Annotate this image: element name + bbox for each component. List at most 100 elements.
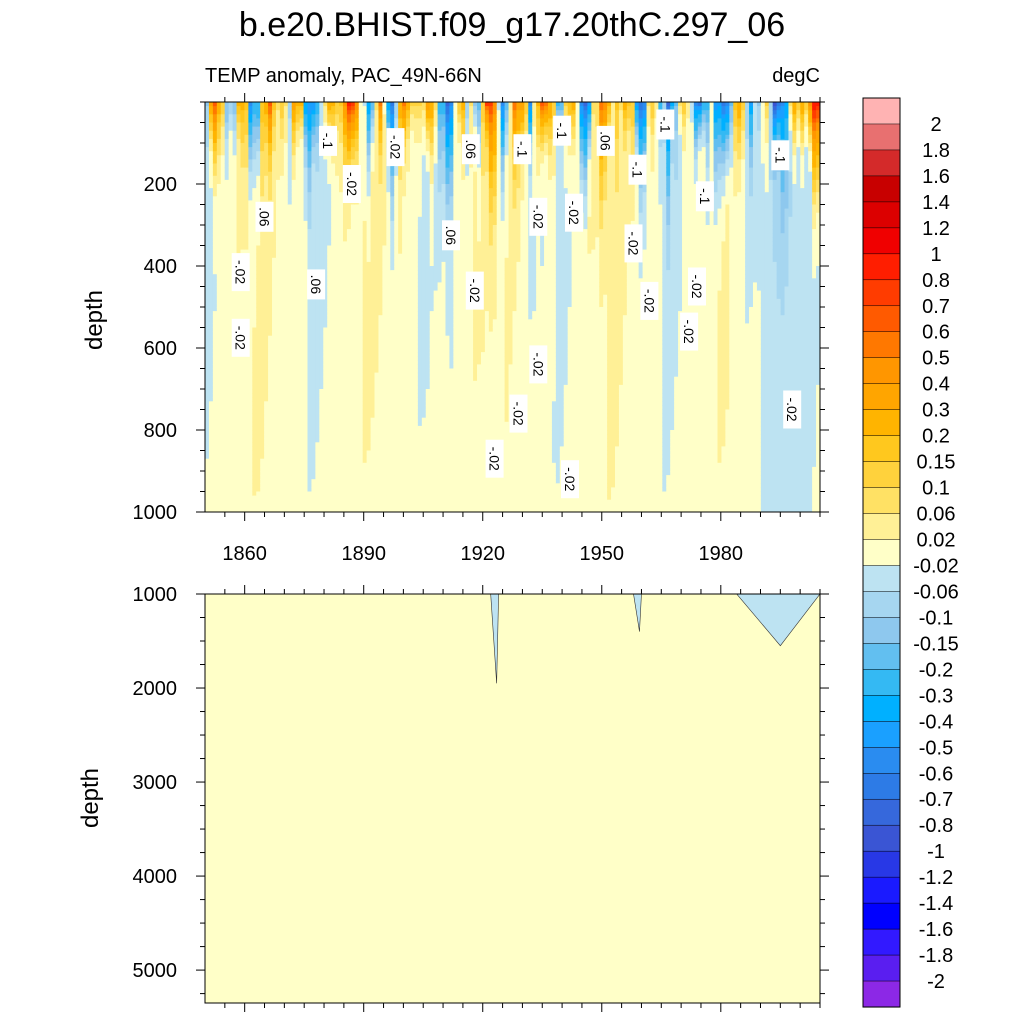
colorbar-level-label: -0.06 bbox=[913, 581, 959, 603]
contour-label: -.02 bbox=[783, 390, 802, 429]
colorbar-swatch bbox=[862, 331, 901, 359]
colorbar-swatch bbox=[862, 201, 901, 229]
colorbar-swatch bbox=[862, 539, 901, 567]
colorbar-level-label: -0.2 bbox=[919, 659, 953, 681]
lower-panel: 1000 2000 3000 4000 5000 depth bbox=[77, 584, 829, 1012]
contour-label: -.02 bbox=[640, 281, 659, 320]
colorbar-level-label: 1.4 bbox=[922, 192, 950, 214]
lower-y-tick-label: 2000 bbox=[133, 678, 178, 700]
colorbar-level-label: 0.8 bbox=[922, 270, 950, 292]
colorbar: 2 1.8 1.6 1.4 1.2 1 0.8 0.7 0.6 0.5 0.4 0.3 0.2 0.15 0… bbox=[862, 97, 959, 1008]
contour-label: -.1 bbox=[628, 154, 647, 185]
contour-label: -.1 bbox=[553, 115, 572, 146]
colorbar-swatch bbox=[862, 305, 901, 333]
colorbar-swatch bbox=[862, 409, 901, 437]
colorbar-level-label: 0.15 bbox=[917, 452, 956, 474]
x-tick-label: 1860 bbox=[222, 543, 267, 565]
contour-label: -.02 bbox=[529, 345, 548, 384]
colorbar-swatch bbox=[862, 954, 901, 982]
upper-y-tick-label: 400 bbox=[144, 256, 177, 278]
chart-title: b.e20.BHIST.f09_g17.20thC.297_06 bbox=[239, 6, 785, 44]
contour-label: -.1 bbox=[695, 181, 714, 212]
lower-panel-frame bbox=[204, 593, 821, 1004]
x-tick-label: 1980 bbox=[699, 543, 744, 565]
deep-anomaly-region bbox=[490, 594, 499, 684]
colorbar-swatch bbox=[862, 669, 901, 696]
colorbar-swatch bbox=[862, 928, 901, 956]
x-tick-label: 1890 bbox=[341, 543, 386, 565]
colorbar-level-label: 1 bbox=[930, 244, 941, 266]
contour-label: -.02 bbox=[624, 224, 643, 263]
colorbar-level-label: -1 bbox=[927, 841, 945, 863]
contour-label: -.02 bbox=[688, 267, 706, 306]
contour-label: -.02 bbox=[485, 439, 504, 478]
colorbar-level-label: 0.5 bbox=[922, 348, 950, 370]
colorbar-level-label: 0.6 bbox=[922, 322, 950, 344]
upper-y-axis-label: depth bbox=[81, 290, 108, 350]
colorbar-level-label: 0.2 bbox=[922, 426, 950, 448]
colorbar-swatch bbox=[862, 435, 901, 463]
colorbar-swatch bbox=[862, 591, 901, 618]
colorbar-level-label: 1.2 bbox=[922, 218, 950, 240]
colorbar-swatch bbox=[862, 824, 901, 852]
colorbar-swatch bbox=[862, 773, 901, 800]
colorbar-level-label: -1.4 bbox=[919, 893, 953, 915]
upper-panel: 200 400 600 800 1000 depth bbox=[81, 93, 829, 524]
contour-label: .06 bbox=[442, 220, 460, 251]
colorbar-swatch bbox=[862, 721, 901, 748]
colorbar-level-label: -1.6 bbox=[919, 919, 953, 941]
colorbar-level-label: -2 bbox=[927, 971, 945, 993]
colorbar-swatch bbox=[862, 798, 901, 826]
colorbar-swatch bbox=[862, 97, 901, 125]
contour-label: -.02 bbox=[509, 394, 528, 433]
colorbar-swatch bbox=[862, 643, 901, 670]
colorbar-swatch bbox=[862, 980, 901, 1008]
colorbar-level-label: -0.4 bbox=[919, 711, 953, 733]
colorbar-swatch bbox=[862, 175, 901, 203]
lower-y-tick-label: 4000 bbox=[133, 866, 178, 888]
contour-label: -.02 bbox=[680, 312, 699, 351]
variable-label: TEMP anomaly, PAC_49N-66N bbox=[205, 65, 482, 87]
colorbar-swatch bbox=[862, 902, 901, 930]
colorbar-level-label: 0.06 bbox=[917, 504, 956, 526]
colorbar-level-label: -0.15 bbox=[913, 633, 959, 655]
contour-label: -.02 bbox=[465, 271, 484, 310]
colorbar-swatch bbox=[862, 357, 901, 385]
contour-label: -.02 bbox=[561, 460, 579, 499]
colorbar-swatch bbox=[862, 227, 901, 255]
lower-y-tick-label: 3000 bbox=[133, 772, 178, 794]
colorbar-swatch bbox=[862, 149, 901, 177]
upper-y-tick-label: 600 bbox=[144, 338, 177, 360]
contour-label: -.1 bbox=[319, 125, 337, 156]
colorbar-level-label: -1.8 bbox=[919, 945, 953, 967]
upper-y-tick-label: 1000 bbox=[133, 502, 178, 524]
contour-label: -.02 bbox=[231, 318, 250, 357]
colorbar-level-label: -0.3 bbox=[919, 685, 953, 707]
colorbar-level-label: 2 bbox=[930, 114, 941, 136]
colorbar-level-label: -0.1 bbox=[919, 607, 953, 629]
colorbar-swatch bbox=[862, 747, 901, 774]
contour-label: -.1 bbox=[771, 140, 790, 171]
lower-y-tick-label: 1000 bbox=[133, 584, 178, 606]
colorbar-level-label: -0.6 bbox=[919, 763, 953, 785]
contour-label: .06 bbox=[255, 201, 274, 232]
colorbar-level-label: -0.02 bbox=[913, 555, 959, 577]
contour-label: -.02 bbox=[342, 165, 361, 203]
colorbar-level-label: 0.3 bbox=[922, 400, 950, 422]
contour-label: -.1 bbox=[513, 134, 532, 165]
contour-label: -.1 bbox=[656, 109, 675, 140]
deep-anomaly-region bbox=[736, 594, 820, 647]
deep-anomaly-region bbox=[633, 594, 642, 632]
colorbar-swatch bbox=[862, 850, 901, 878]
colorbar-level-label: 0.1 bbox=[922, 478, 950, 500]
colorbar-swatch bbox=[862, 876, 901, 904]
colorbar-level-label: 0.02 bbox=[917, 530, 956, 552]
lower-panel-background bbox=[205, 594, 820, 1003]
colorbar-swatch bbox=[862, 123, 901, 151]
colorbar-level-label: -0.8 bbox=[919, 815, 953, 837]
colorbar-level-label: -0.7 bbox=[919, 789, 953, 811]
colorbar-swatch bbox=[862, 383, 901, 411]
contour-label: -.02 bbox=[386, 128, 405, 167]
contour-label: .06 bbox=[461, 134, 480, 165]
